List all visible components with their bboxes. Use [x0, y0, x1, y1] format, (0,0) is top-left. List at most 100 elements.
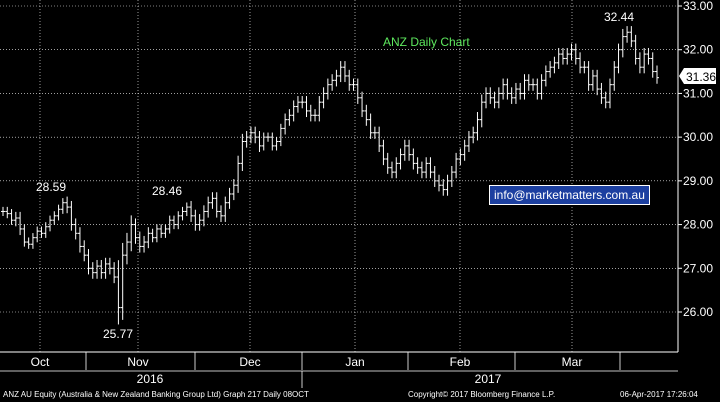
ohlc-bar	[334, 69, 339, 87]
ohlc-bar	[625, 26, 630, 43]
ohlc-bar	[9, 209, 14, 225]
y-tick-label: 31.00	[683, 86, 713, 100]
ohlc-bar	[543, 65, 548, 87]
ohlc-bar	[90, 262, 95, 279]
ohlc-bar	[5, 206, 10, 219]
y-tick-label: 30.00	[683, 130, 713, 144]
ohlc-bar	[492, 91, 497, 109]
ohlc-bar	[163, 224, 168, 238]
ohlc-bar	[35, 226, 40, 243]
ohlc-bar	[287, 109, 292, 126]
ohlc-bar	[642, 47, 647, 74]
gridlines	[0, 0, 678, 352]
ohlc-bar	[385, 152, 390, 174]
ohlc-bar	[171, 215, 176, 230]
ohlc-bar	[522, 74, 527, 100]
ohlc-bar	[466, 131, 471, 153]
ohlc-bar	[629, 26, 634, 48]
footer-bar: ANZ AU Equity (Australia & New Zealand B…	[0, 388, 720, 402]
chart-title: ANZ Daily Chart	[383, 35, 470, 49]
ohlc-bar	[646, 47, 651, 65]
y-tick-label: 28.00	[683, 218, 713, 232]
last-price-tag: 31.36	[679, 68, 716, 84]
ohlc-bar	[407, 139, 412, 161]
ohlc-bar	[394, 157, 399, 179]
ohlc-bar	[428, 157, 433, 179]
ohlc-bar	[129, 215, 134, 252]
ohlc-bar	[351, 78, 356, 91]
ohlc-bar	[22, 224, 27, 247]
ohlc-bar	[210, 192, 215, 209]
ohlc-bar	[26, 237, 31, 249]
ohlc-bar	[112, 262, 117, 284]
ohlc-bar	[39, 226, 44, 238]
ohlc-bar	[167, 215, 172, 234]
ohlc-bar	[69, 200, 74, 231]
ohlc-bar	[150, 228, 155, 243]
ohlc-bar	[107, 257, 112, 275]
ohlc-bar	[120, 242, 125, 320]
ohlc-bar	[52, 211, 57, 225]
month-label: Feb	[450, 355, 471, 369]
ohlc-bar	[360, 91, 365, 118]
ohlc-bar	[513, 82, 518, 104]
ohlc-bar	[424, 157, 429, 179]
annotation-high-oct: 28.59	[36, 180, 66, 194]
annotation-high-mar: 32.44	[604, 10, 634, 24]
ohlc-bar	[650, 52, 655, 78]
ohlc-bar	[368, 113, 373, 139]
ohlc-bar	[462, 139, 467, 161]
ohlc-bar	[569, 43, 574, 61]
ohlc-bar	[552, 56, 557, 74]
ohlc-bar	[283, 113, 288, 135]
y-tick-label: 33.00	[683, 0, 713, 13]
ohlc-bar	[402, 139, 407, 161]
ohlc-bar	[372, 126, 377, 139]
ohlc-bar	[539, 74, 544, 100]
annotation-high-nov: 28.46	[152, 184, 182, 198]
last-price-label: 31.36	[686, 70, 716, 84]
ohlc-bar	[607, 78, 612, 109]
y-tick-label: 29.00	[683, 174, 713, 188]
ohlc-bar	[240, 133, 245, 172]
ohlc-bar	[364, 104, 369, 126]
ohlc-bar	[214, 192, 219, 218]
ohlc-bar	[1, 206, 5, 217]
y-tick-label: 27.00	[683, 261, 713, 275]
ohlc-bar	[274, 136, 279, 151]
y-tick-label: 32.00	[683, 43, 713, 57]
ohlc-bar	[73, 218, 78, 240]
ohlc-bar	[201, 205, 206, 227]
ohlc-bar	[496, 87, 501, 109]
ohlc-bar	[197, 214, 202, 231]
ohlc-bar	[206, 196, 211, 218]
ohlc-bar	[184, 202, 189, 217]
ohlc-bar	[99, 259, 104, 279]
ohlc-bar	[612, 61, 617, 91]
ohlc-bar	[595, 69, 600, 96]
ohlc-bar	[599, 82, 604, 104]
ohlc-bar	[231, 179, 236, 201]
ohlc-bar	[381, 139, 386, 166]
ohlc-bar	[586, 61, 591, 91]
ohlc-bar	[95, 259, 100, 279]
month-label: Nov	[127, 355, 148, 369]
ohlc-bar	[317, 96, 322, 122]
ohlc-bar	[330, 74, 335, 91]
ohlc-bar	[415, 157, 420, 174]
ohlc-bar	[347, 69, 352, 91]
ohlc-bar	[411, 148, 416, 170]
month-label: Mar	[562, 355, 583, 369]
ohlc-bar	[338, 61, 343, 83]
ohlc-bar	[253, 126, 258, 144]
ohlc-bar	[325, 78, 330, 100]
ohlc-bar	[18, 211, 23, 236]
footer-security: ANZ AU Equity (Australia & New Zealand B…	[3, 390, 309, 399]
ohlc-bar	[30, 233, 35, 249]
ohlc-bar	[56, 204, 61, 221]
y-tick-labels: 33.00 32.00 31.00 30.00 29.00 28.00 27.00 26.00	[678, 0, 713, 319]
month-label: Dec	[239, 355, 260, 369]
ohlc-bar	[154, 224, 159, 243]
ohlc-bar	[65, 196, 70, 214]
year-label: 2016	[137, 372, 164, 386]
